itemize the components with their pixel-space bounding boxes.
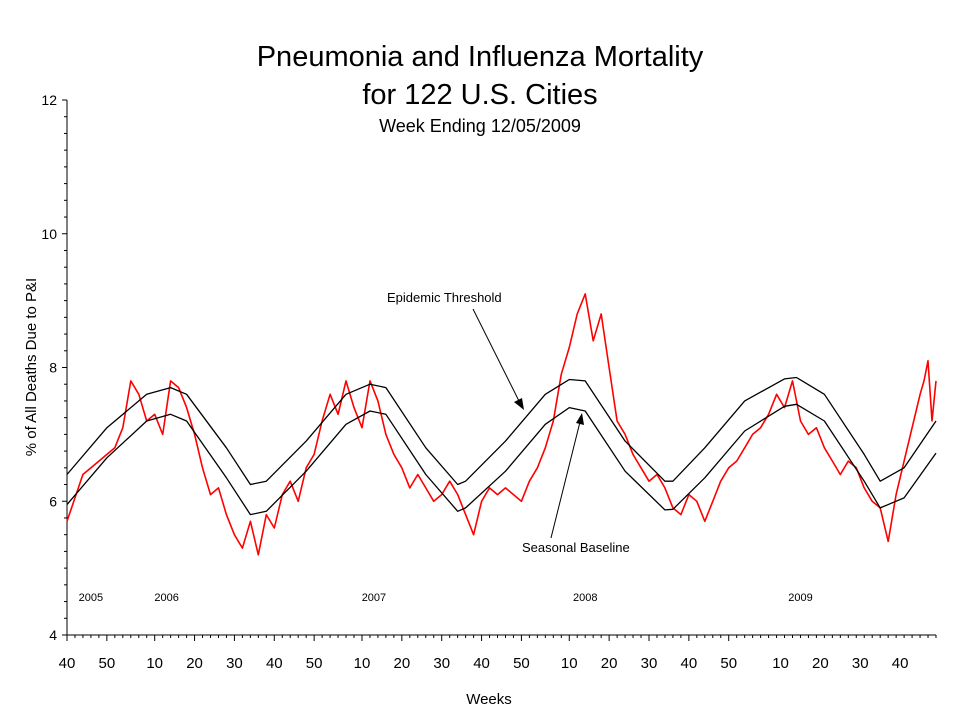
y-tick-label: 4 (49, 627, 57, 643)
chart-title-line2: for 122 U.S. Cities (362, 79, 597, 111)
chart-title: Pneumonia and Influenza Mortality (257, 41, 704, 73)
y-tick-label: 10 (41, 226, 57, 242)
seasonal-baseline-label: Seasonal Baseline (522, 540, 630, 555)
x-tick-label: 10 (561, 655, 578, 672)
year-labels: 2005 2006 2007 2008 2009 (79, 592, 813, 604)
series-layer (66, 293, 937, 556)
series-line-observed (66, 293, 937, 556)
x-tick-label: 40 (681, 655, 698, 672)
year-label: 2005 (79, 592, 103, 604)
x-tick-label: 50 (720, 655, 737, 672)
y-tick-label: 8 (49, 360, 57, 376)
series-line-baseline (66, 403, 937, 516)
x-tick-label: 50 (306, 655, 323, 672)
x-tick-label: 40 (473, 655, 490, 672)
x-tick-label: 40 (892, 655, 909, 672)
seasonal-baseline-arrow-head (576, 413, 584, 425)
epidemic-threshold-arrow-line (472, 308, 521, 404)
y-tick-label: 6 (49, 493, 57, 509)
x-tick-label: 10 (146, 655, 163, 672)
x-tick-label: 30 (852, 655, 869, 672)
x-axis-title: Weeks (466, 691, 512, 708)
y-tick-label: 12 (41, 92, 57, 108)
x-tick-label: 50 (99, 655, 116, 672)
x-ticks: 40 50 10 20 30 40 50 10 20 30 40 50 10 20 30 40 50 10 20 30… (59, 635, 937, 672)
x-tick-label: 50 (513, 655, 530, 672)
x-tick-label: 20 (394, 655, 411, 672)
x-tick-label: 10 (772, 655, 789, 672)
y-ticks: 4 6 8 10 12 (41, 92, 67, 643)
x-tick-label: 20 (186, 655, 203, 672)
chart-subtitle: Week Ending 12/05/2009 (379, 116, 581, 136)
x-tick-label: 30 (641, 655, 658, 672)
year-label: 2009 (788, 592, 812, 604)
year-label: 2006 (154, 592, 178, 604)
epidemic-threshold-label: Epidemic Threshold (387, 290, 502, 305)
seasonal-baseline-arrow-line (550, 421, 581, 539)
x-tick-label: 30 (226, 655, 243, 672)
year-label: 2008 (573, 592, 597, 604)
x-tick-label: 40 (266, 655, 283, 672)
x-tick-label: 20 (812, 655, 829, 672)
series-line-threshold (66, 376, 937, 486)
x-tick-label: 30 (433, 655, 450, 672)
y-axis-title: % of All Deaths Due to P&I (23, 278, 40, 456)
year-label: 2007 (362, 592, 386, 604)
x-tick-label: 40 (59, 655, 76, 672)
x-tick-label: 10 (354, 655, 371, 672)
epidemic-threshold-arrow-head (514, 398, 524, 410)
x-tick-label: 20 (601, 655, 618, 672)
